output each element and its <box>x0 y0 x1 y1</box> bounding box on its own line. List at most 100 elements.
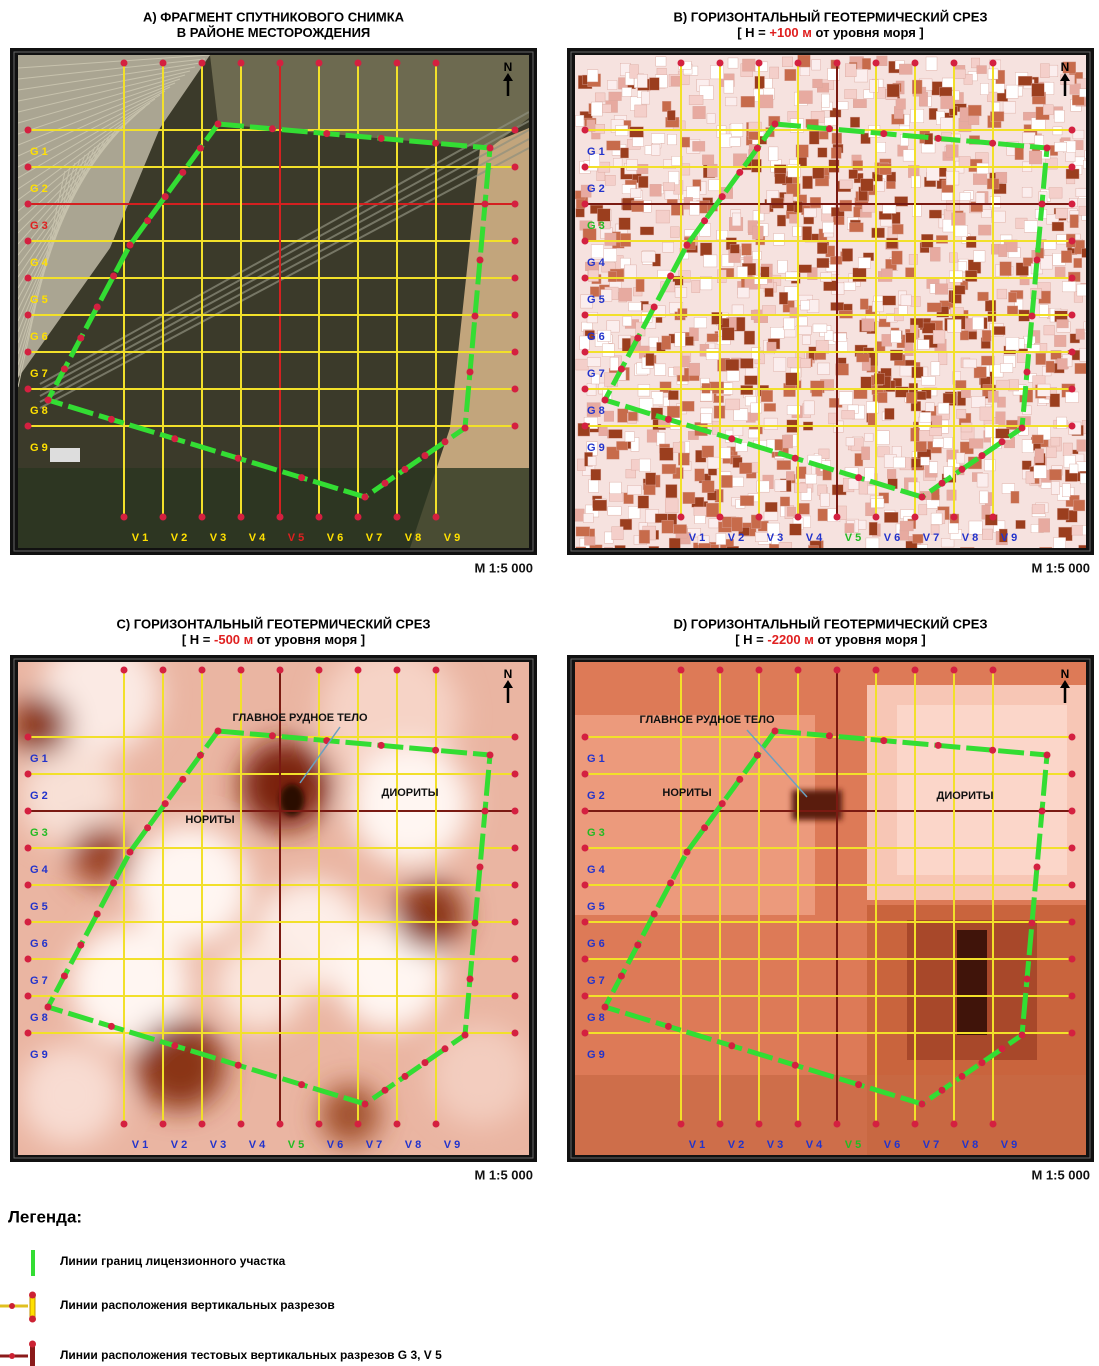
annotation: ГЛАВНОЕ РУДНОЕ ТЕЛО <box>640 714 775 726</box>
heat-cell <box>638 175 649 188</box>
heat-cell <box>1069 83 1081 95</box>
heat-cell <box>706 502 719 518</box>
heat-cell <box>876 430 890 445</box>
section-point <box>377 134 385 142</box>
heat-cell <box>577 458 586 471</box>
section-point <box>24 992 32 1000</box>
field-row <box>18 58 206 80</box>
section-point <box>24 348 32 356</box>
section-point <box>159 513 167 521</box>
heat-cell <box>1010 491 1020 504</box>
heat-cell <box>738 527 750 536</box>
g-label: G 1 <box>30 753 48 765</box>
panel-frame-inner <box>570 658 1091 1159</box>
section-point <box>634 334 642 342</box>
heat-cell <box>910 109 925 123</box>
heat-cell <box>882 295 896 306</box>
heat-cell <box>989 196 1001 209</box>
heat-cell <box>945 144 959 158</box>
heat-cell <box>803 400 815 416</box>
section-point <box>93 910 101 918</box>
heat-cell <box>795 144 809 158</box>
heat-blob <box>18 695 70 755</box>
heat-cell <box>973 173 987 185</box>
field <box>18 55 210 378</box>
heat-cell <box>756 480 770 493</box>
section-point <box>432 746 440 754</box>
section-point <box>791 1061 799 1069</box>
heat-cell <box>659 381 672 393</box>
heat-cell <box>872 301 884 313</box>
heat-cell <box>739 462 753 474</box>
heat-cell <box>956 409 967 419</box>
section-point <box>716 513 724 521</box>
heat-cell <box>796 316 808 327</box>
heat-cell <box>863 89 874 99</box>
heat-cell <box>682 491 696 504</box>
heat-cell <box>621 87 632 97</box>
north-arrow-head <box>503 680 513 688</box>
heat-cell <box>1079 473 1086 485</box>
section-point <box>432 513 440 521</box>
heat-cell <box>880 268 893 278</box>
heat-cell <box>972 316 985 330</box>
heat-cell <box>655 56 667 67</box>
section-point <box>718 800 726 808</box>
heat-cell <box>844 89 857 99</box>
heat-cell <box>597 208 611 222</box>
heat-cell <box>575 546 587 548</box>
heat-cell <box>908 254 919 265</box>
heat-cell <box>1076 283 1086 297</box>
section-point <box>471 919 479 927</box>
heat-cell <box>838 391 853 406</box>
section-point <box>24 126 32 134</box>
heat-cell <box>1002 101 1016 114</box>
field-row <box>18 94 161 179</box>
section-point <box>1068 385 1076 393</box>
section-point <box>298 474 306 482</box>
heat-cell <box>845 437 855 447</box>
section-point <box>315 513 323 521</box>
heat-cell <box>979 490 989 504</box>
g-label: G 6 <box>587 938 605 950</box>
section-point <box>736 168 744 176</box>
section-point <box>24 422 32 430</box>
heat-cell <box>794 482 808 493</box>
heat-cell <box>783 317 795 331</box>
section-point <box>1068 126 1076 134</box>
heat-cell <box>661 335 671 350</box>
section-point <box>872 59 880 67</box>
panel-title: A) ФРАГМЕНТ СПУТНИКОВОГО СНИМКА <box>143 9 405 24</box>
heat-cell <box>812 323 828 333</box>
north-label: N <box>504 667 513 681</box>
heat-cell <box>1034 448 1044 463</box>
section-point <box>1068 844 1076 852</box>
heat-cell <box>768 146 779 162</box>
heat-cell <box>777 260 788 274</box>
heat-cell <box>937 402 950 415</box>
section-point <box>276 1120 284 1128</box>
heat-cell <box>774 173 786 184</box>
heat-cell <box>707 456 720 469</box>
heat-cell <box>649 77 660 91</box>
subtitle-part: [ H = <box>737 25 769 40</box>
section-point <box>581 844 589 852</box>
section-point <box>1033 863 1041 871</box>
panel-frame-inner <box>13 51 534 552</box>
heat-cell <box>1031 434 1044 444</box>
heat-cell <box>848 169 858 179</box>
heat-cell <box>1045 360 1055 373</box>
heat-cell <box>731 212 742 227</box>
heat-cell <box>1029 150 1043 165</box>
heat-cell <box>635 278 645 292</box>
section-point <box>771 727 779 735</box>
heat-cell <box>655 209 670 224</box>
heat-cell <box>878 318 891 328</box>
heat-cell <box>590 286 600 297</box>
section-point <box>24 237 32 245</box>
heat-cell <box>995 428 1010 439</box>
heat-cell <box>953 285 966 295</box>
heat-cell <box>1021 187 1033 198</box>
section-point <box>377 741 385 749</box>
v-label: V 9 <box>444 532 461 544</box>
